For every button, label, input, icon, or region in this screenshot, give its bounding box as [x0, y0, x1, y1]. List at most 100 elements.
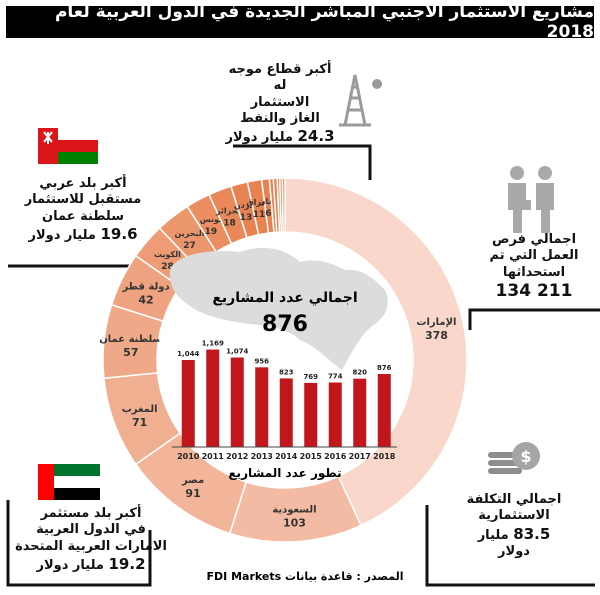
- top-receiver-value: 19.6: [100, 224, 138, 243]
- svg-text:$: $: [520, 447, 531, 466]
- top-receiver-box: أكبر بلد عربي مستقبل للاستثمار سلطنة عما…: [8, 176, 158, 244]
- donut-slice-value: 71: [132, 416, 147, 429]
- bar-tick-label: 2015: [300, 452, 323, 461]
- top-investor-line-3: الامارات العربية المتحدة: [15, 538, 167, 554]
- bar: [353, 378, 367, 447]
- bar: [279, 378, 293, 447]
- donut-slice: [284, 177, 468, 527]
- workers-icon: [508, 166, 554, 233]
- oil-rig-icon: [339, 74, 382, 127]
- donut-slice-label: السعودية: [272, 505, 316, 516]
- bar-tick-label: 2013: [251, 452, 273, 461]
- donut-slice-label: العراق: [246, 198, 271, 207]
- donut-slice-value: 18: [223, 218, 236, 228]
- donut-slice-label: مصر: [181, 475, 204, 486]
- donut-slice-label: دولة قطر: [121, 281, 169, 292]
- top-receiver-line-3: سلطنة عمان: [41, 208, 125, 224]
- bar: [181, 360, 195, 447]
- donut-slice-label: الكويت: [154, 250, 181, 259]
- bar-tick-label: 2017: [349, 452, 371, 461]
- donut-slice-value: 42: [138, 293, 153, 306]
- bar-value-label: 956: [254, 357, 269, 365]
- cost-value: 83.5: [513, 524, 551, 543]
- source-note: المصدر : قاعدة بيانات FDI Markets: [206, 570, 404, 583]
- coins-icon: $: [488, 442, 540, 474]
- bar: [230, 357, 244, 447]
- uae-flag: [38, 464, 100, 500]
- donut-slice-label: الإمارات: [416, 317, 456, 328]
- donut-slice-value: 27: [183, 241, 196, 251]
- connector-jobs: [468, 308, 600, 330]
- bar-value-label: 774: [328, 373, 343, 381]
- bar-chart: 1,044 2010 1,169 2011 1,074 2012 956 2013 823 201…: [177, 340, 396, 461]
- donut-slice-value: 13: [240, 213, 253, 223]
- donut-slice-label: سلطنة عمان: [99, 334, 162, 345]
- top-investor-line-2: في الدول العربية: [36, 522, 146, 538]
- bar-value-label: 769: [303, 373, 318, 381]
- bar-value-label: 1,169: [202, 340, 224, 348]
- top-sector-line-2: الاستثمار: [250, 94, 310, 110]
- donut-slice-value: 19: [205, 227, 218, 237]
- top-sector-line-1: أكبر قطاع موجه له: [228, 62, 332, 94]
- donut-slice-label: الأردن: [234, 200, 258, 210]
- oman-flag: [38, 128, 98, 164]
- bar: [206, 349, 220, 447]
- bar-tick-label: 2018: [373, 452, 396, 461]
- jobs-value: 134 211: [495, 280, 573, 301]
- donut-slice-label: لبنان: [259, 197, 278, 206]
- arab-world-map: [169, 247, 388, 370]
- jobs-line-2: العمل التي تم: [489, 248, 579, 264]
- bar-tick-label: 2011: [202, 452, 225, 461]
- top-receiver-line-1: أكبر بلد عربي: [39, 176, 127, 191]
- donut-slice: [281, 177, 286, 233]
- donut-slice-value: 378: [425, 329, 448, 342]
- donut-slice-label: المغرب: [122, 404, 158, 415]
- bar-tick-label: 2016: [324, 452, 347, 461]
- top-investor-unit: مليار دولار: [36, 557, 104, 573]
- bar-value-label: 1,044: [177, 350, 199, 358]
- jobs-line-3: استحداثها: [502, 264, 566, 280]
- top-receiver-unit: مليار دولار: [28, 227, 96, 243]
- donut-slice-label: تونس: [200, 215, 222, 225]
- top-investor-value: 19.2: [108, 554, 146, 573]
- donut-slice-value: 103: [283, 517, 306, 530]
- cost-unit-2: دولار: [498, 543, 530, 559]
- jobs-line-1: اجمالي فرص: [491, 232, 577, 247]
- top-investor-box: أكبر بلد مستثمر في الدول العربية الامارا…: [10, 506, 172, 574]
- cost-box: اجمالي التكلفة الاستثمارية 83.5 مليار دو…: [455, 492, 573, 560]
- donut-slice-value: 6: [265, 209, 271, 219]
- bar-value-label: 823: [279, 368, 294, 376]
- bar-tick-label: 2014: [275, 452, 298, 461]
- bar: [255, 367, 269, 447]
- bar-tick-label: 2012: [226, 452, 248, 461]
- top-sector-line-3: الغاز والنفط: [240, 110, 320, 126]
- donut-slice-value: 57: [123, 346, 138, 359]
- cost-line-1: اجمالي التكلفة: [466, 492, 562, 507]
- donut-slice-label: الجزائر: [215, 206, 243, 215]
- total-projects-label: اجمالي عدد المشاريع: [212, 290, 358, 306]
- connector-sector: [233, 144, 372, 180]
- donut-slice-value: 28: [161, 262, 174, 272]
- bar-value-label: 1,074: [226, 348, 248, 356]
- total-projects-value: 876: [262, 312, 308, 337]
- bar-tick-label: 2010: [177, 452, 200, 461]
- bar-chart-title: تطور عدد المشاريع: [228, 466, 342, 480]
- connector-investor: [6, 500, 152, 587]
- top-receiver-line-2: مستقبل للاستثمار: [24, 192, 142, 208]
- bar-value-label: 876: [377, 364, 392, 372]
- connector-lines: [6, 144, 600, 587]
- connector-cost: [425, 505, 595, 587]
- donut-slice-label: البحرين: [175, 229, 205, 238]
- bar: [304, 382, 318, 447]
- top-sector-value: 24.3: [297, 127, 335, 145]
- top-sector-unit: مليار دولار: [225, 130, 293, 145]
- bar-value-label: 820: [352, 369, 367, 377]
- bar: [377, 374, 391, 447]
- cost-line-2: الاستثمارية: [478, 508, 550, 524]
- jobs-box: اجمالي فرص العمل التي تم استحداثها 134 2…: [475, 232, 593, 302]
- page-title: مشاريع الاستثمار الاجنبي المباشر الجديدة…: [6, 2, 594, 42]
- donut-slice-value: 11: [253, 210, 266, 220]
- bar: [328, 382, 342, 447]
- donut-slice-value: 91: [185, 487, 200, 500]
